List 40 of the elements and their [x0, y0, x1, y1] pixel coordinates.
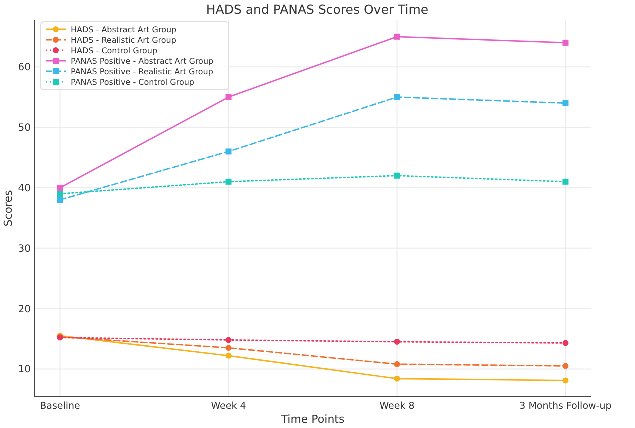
- x-tick-label: 3 Months Follow-up: [520, 401, 612, 412]
- point: [57, 184, 64, 191]
- point: [226, 337, 232, 344]
- legend-label: PANAS Positive - Realistic Art Group: [71, 67, 214, 76]
- x-axis-title: Time Points: [280, 413, 345, 426]
- point: [394, 94, 400, 100]
- point: [562, 100, 569, 106]
- legend-label: HADS - Realistic Art Group: [71, 36, 176, 45]
- point: [562, 378, 569, 384]
- point: [562, 363, 569, 370]
- legend-label: PANAS Positive - Abstract Art Group: [71, 56, 214, 66]
- y-tick-label: 30: [18, 244, 31, 255]
- point: [57, 191, 64, 197]
- point: [226, 345, 232, 352]
- chart-title: HADS and PANAS Scores Over Time: [206, 2, 429, 17]
- legend-label: HADS - Control Group: [71, 46, 158, 56]
- x-tick-label: Week 4: [211, 401, 246, 412]
- point: [57, 197, 64, 204]
- legend-label: HADS - Abstract Art Group: [71, 25, 177, 34]
- point: [226, 148, 232, 155]
- point: [394, 376, 400, 382]
- x-tick-label: Baseline: [40, 401, 81, 412]
- y-axis-title: Scores: [2, 190, 15, 227]
- y-tick-label: 50: [18, 123, 31, 134]
- x-tick-label: Week 8: [380, 401, 415, 412]
- point: [226, 94, 232, 100]
- y-tick-label: 40: [18, 183, 31, 194]
- y-tick-label: 20: [18, 304, 31, 316]
- point: [562, 40, 569, 46]
- point: [226, 178, 232, 185]
- point: [394, 172, 400, 179]
- y-tick-label: 10: [18, 364, 31, 376]
- point: [394, 361, 400, 368]
- point: [562, 178, 569, 185]
- point: [394, 34, 400, 40]
- y-tick-label: 60: [18, 62, 31, 74]
- point: [562, 340, 569, 346]
- point: [226, 352, 232, 359]
- legend-label: PANAS Positive - Control Group: [71, 78, 194, 87]
- point: [394, 339, 400, 346]
